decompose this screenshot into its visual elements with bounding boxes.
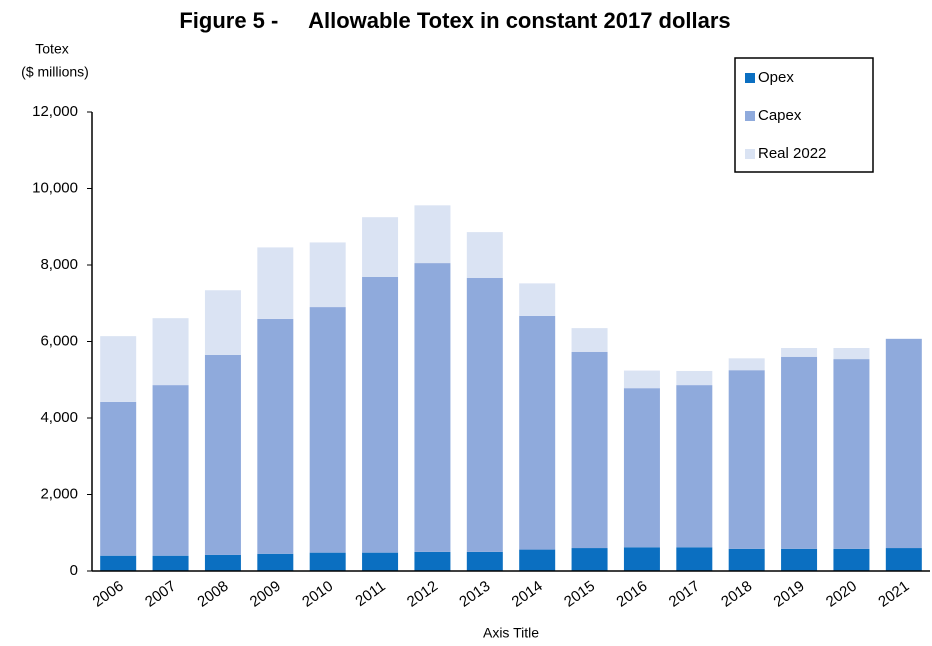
bar-segment [571,328,608,352]
bar-segment [519,283,556,316]
y-axis-title: ($ millions) [21,64,89,80]
x-tick-label: 2009 [247,578,284,611]
bar-segment [466,278,503,552]
y-tick-label: 12,000 [32,103,78,120]
bar-segment [152,385,189,556]
bar-segment [623,547,660,571]
bar-segment [519,549,556,571]
x-tick-label: 2016 [613,578,650,611]
legend-swatch [745,111,755,121]
x-tick-label: 2021 [875,578,912,611]
bar-segment [781,348,818,357]
legend-label: Capex [758,107,802,124]
x-tick-label: 2006 [90,578,127,611]
x-tick-label: 2017 [666,578,703,611]
legend-label: Opex [758,69,794,86]
x-tick-label: 2011 [352,578,388,610]
bar-segment [623,370,660,389]
x-tick-label: 2015 [561,578,598,611]
bar-segment [309,307,346,553]
bar-segment [833,359,870,549]
bar-segment [571,548,608,571]
bar-segment [257,247,294,319]
bar-segment [728,370,765,549]
bar-segment [571,351,608,549]
bar-segment [885,338,922,549]
y-tick-label: 6,000 [40,332,78,349]
x-tick-label: 2018 [718,578,755,611]
bar-segment [309,242,346,308]
bar-segment [833,348,870,360]
bar-segment [309,552,346,571]
bar-segment [519,315,556,550]
x-tick-label: 2013 [456,578,493,611]
bar-segment [623,388,660,548]
chart-title: Figure 5 - Allowable Totex in constant 2… [179,8,730,33]
bar-segment [204,354,241,555]
x-tick-label: 2012 [404,578,441,611]
y-tick-label: 0 [70,562,78,579]
bar-segment [257,553,294,571]
y-axis-title: Totex [35,41,68,57]
bar-segment [676,547,713,571]
bar-segment [414,205,451,264]
bar-segment [466,551,503,571]
x-tick-label: 2010 [299,578,336,611]
bar-segment [100,555,137,571]
bar-segment [414,551,451,571]
x-tick-label: 2014 [509,578,546,611]
bar-segment [204,290,241,355]
y-tick-label: 4,000 [40,409,78,426]
legend-swatch [745,73,755,83]
bar-segment [100,401,137,556]
bar-segment [152,318,189,386]
bar-segment [728,548,765,571]
bar-segment [728,358,765,371]
x-axis-title: Axis Title [483,625,539,641]
bar-segment [362,552,399,571]
bar-segment [676,385,713,548]
x-tick-label: 2020 [823,578,860,611]
bar-segment [414,263,451,552]
legend [734,57,874,173]
bar-segment [885,548,922,571]
bar-segment [204,554,241,571]
x-tick-label: 2019 [771,578,808,611]
bar-segment [833,548,870,571]
x-tick-label: 2008 [194,578,231,611]
bar-segment [362,276,399,553]
y-tick-label: 10,000 [32,179,78,196]
y-tick-label: 2,000 [40,485,78,502]
legend-swatch [745,149,755,159]
bar-segment [676,370,713,386]
bar-segment [152,555,189,571]
bar-segment [100,336,137,402]
bar-segment [781,548,818,571]
legend-label: Real 2022 [758,145,826,162]
bar-segment [781,356,818,549]
x-tick-label: 2007 [142,578,179,611]
bar-segment [466,232,503,279]
bar-segment [257,318,294,554]
bar-segment [362,217,399,277]
y-tick-label: 8,000 [40,256,78,273]
